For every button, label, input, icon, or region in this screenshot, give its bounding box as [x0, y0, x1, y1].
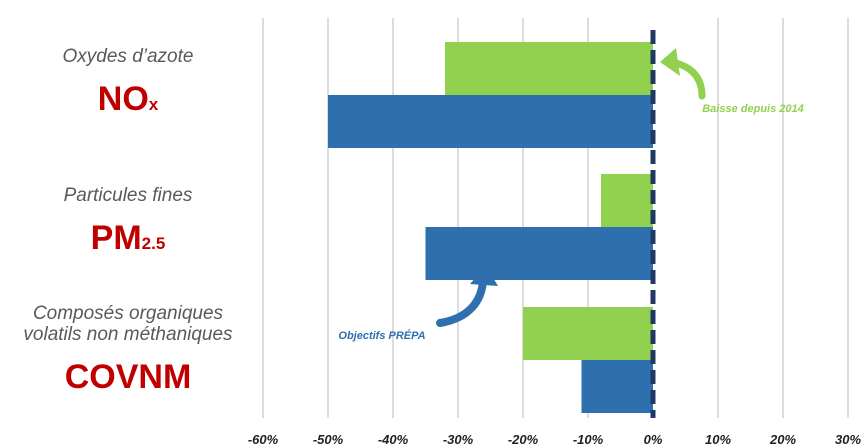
category-code-main: NO: [98, 80, 149, 118]
x-tick-label: -30%: [443, 432, 474, 447]
bars: [328, 42, 653, 413]
x-tick-label: 20%: [769, 432, 796, 447]
category-code-subscript: x: [149, 95, 159, 114]
category-code-main: PM: [91, 219, 142, 257]
category-code: PM2.5: [91, 219, 166, 257]
bar-objectif-0: [328, 95, 653, 148]
x-tick-label: -60%: [248, 432, 279, 447]
bar-objectif-1: [425, 227, 653, 280]
category-name: Particules fines: [64, 185, 193, 206]
category-name: Oxydes d’azote: [63, 46, 194, 67]
category-labels: Oxydes d’azote NOx Particules fines PM2.5 Co…: [23, 46, 233, 396]
category-code-subscript: 2.5: [142, 234, 166, 253]
x-axis-tick-labels: -60% -50% -40% -30% -20% -10% 0% 10% 20% 30%: [248, 432, 862, 447]
x-tick-label: 10%: [705, 432, 731, 447]
category-code: COVNM: [65, 358, 192, 396]
bar-baisse-2: [523, 307, 653, 360]
annotations: Baisse depuis 2014 Objectifs PRÉPA: [338, 48, 804, 342]
annotation-arrowhead-objectifs: [470, 266, 498, 286]
annotation-label-baisse: Baisse depuis 2014: [702, 103, 804, 115]
bar-baisse-0: [445, 42, 653, 95]
x-tick-label: -10%: [573, 432, 604, 447]
category-code: NOx: [98, 80, 159, 118]
annotation-label-objectifs: Objectifs PRÉPA: [338, 329, 425, 342]
x-tick-label: 30%: [835, 432, 861, 447]
bar-objectif-2: [581, 360, 653, 413]
annotation-arrow-objectifs: [436, 276, 487, 327]
category-name: volatils non méthaniques: [23, 324, 233, 345]
x-tick-label: -50%: [313, 432, 344, 447]
x-tick-label: -20%: [508, 432, 539, 447]
category-code-main: COVNM: [65, 358, 192, 396]
bar-baisse-1: [601, 174, 653, 227]
annotation-arrowhead-baisse: [660, 48, 680, 76]
x-tick-label: -40%: [378, 432, 409, 447]
category-name: Composés organiques: [33, 303, 224, 324]
x-tick-label: 0%: [644, 432, 663, 447]
